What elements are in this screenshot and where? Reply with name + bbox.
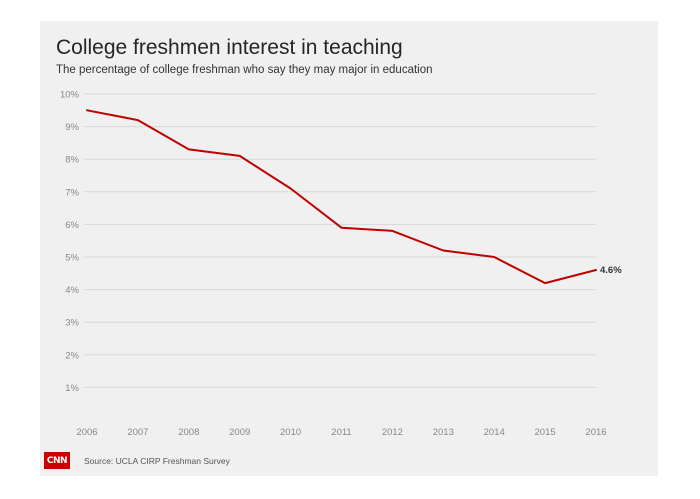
y-tick-label: 5% <box>65 253 79 264</box>
y-tick-label: 10% <box>60 90 80 101</box>
series-line <box>86 109 597 285</box>
x-tick-label: 2014 <box>484 427 505 438</box>
x-tick-label: 2008 <box>178 427 199 438</box>
cnn-logo: CNN <box>44 452 70 469</box>
y-tick-label: 9% <box>65 122 79 133</box>
logo-text: CNN <box>46 455 68 466</box>
y-tick-label: 6% <box>65 220 79 231</box>
y-tick-label: 1% <box>65 383 79 394</box>
y-tick-label: 7% <box>65 187 79 198</box>
x-tick-label: 2007 <box>127 427 148 438</box>
x-tick-label: 2009 <box>229 427 250 438</box>
y-tick-label: 8% <box>65 155 79 166</box>
y-tick-label: 3% <box>65 318 79 329</box>
chart-card <box>40 21 658 476</box>
x-tick-label: 2012 <box>382 427 403 438</box>
end-value-label: 4.6% <box>600 265 622 276</box>
x-tick-label: 2015 <box>535 427 556 438</box>
y-tick-label: 4% <box>65 285 79 296</box>
x-tick-label: 2016 <box>585 427 606 438</box>
x-tick-label: 2013 <box>433 427 454 438</box>
x-tick-label: 2011 <box>331 427 351 438</box>
chart-subtitle: The percentage of college freshman who s… <box>56 64 433 76</box>
x-tick-label: 2010 <box>280 427 301 438</box>
chart-title: College freshmen interest in teaching <box>56 36 403 59</box>
source-note: Source: UCLA CIRP Freshman Survey <box>84 456 230 466</box>
y-tick-label: 2% <box>65 350 79 361</box>
x-tick-label: 2006 <box>76 427 97 438</box>
